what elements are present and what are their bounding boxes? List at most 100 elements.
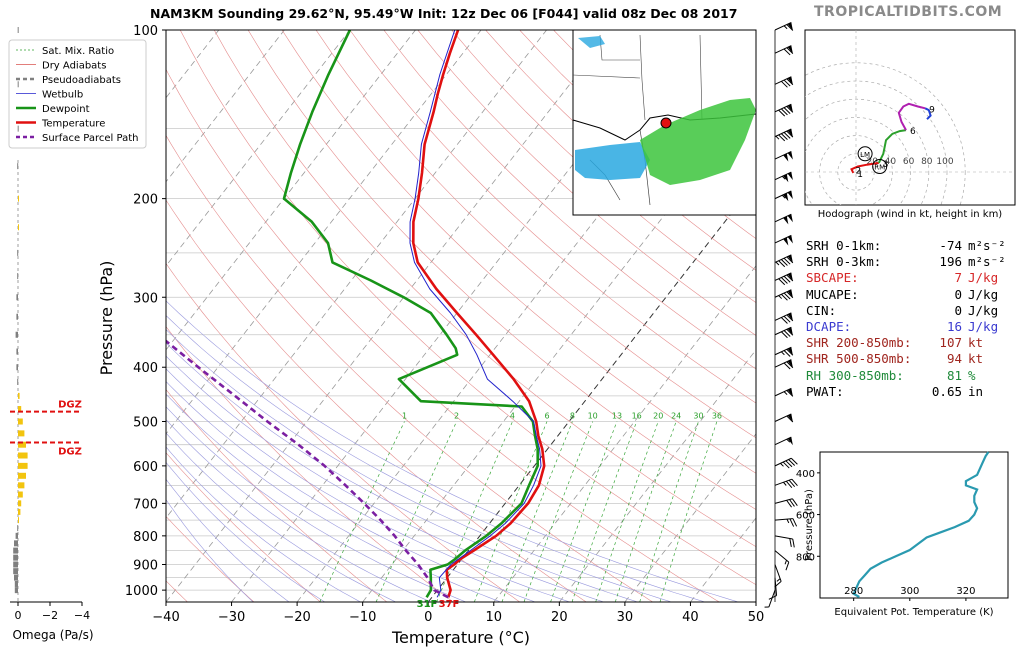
legend-label: Wetbulb xyxy=(42,90,83,101)
wind-barb xyxy=(774,76,794,88)
dry-adiabat-line xyxy=(485,30,756,271)
index-unit: J/kg xyxy=(968,302,999,318)
barb-full xyxy=(780,80,788,88)
hodograph-ring-label: 100 xyxy=(936,157,953,167)
barb-half xyxy=(780,462,784,467)
isotherm-line xyxy=(166,30,285,183)
surface-temperature-label: 37F xyxy=(439,599,460,610)
barb-full xyxy=(780,108,788,116)
index-number: 94 xyxy=(946,351,962,367)
index-row: PWAT: 0.65 in xyxy=(806,384,1020,400)
omega-tick-label: 0 xyxy=(15,609,22,622)
index-number: 0 xyxy=(954,286,962,302)
barb-full xyxy=(780,259,788,266)
dry-adiabat-line xyxy=(166,326,454,602)
hodograph-caption: Hodograph (wind in kt, height in km) xyxy=(818,209,1003,220)
wetbulb-line xyxy=(409,30,542,598)
index-number: 0.65 xyxy=(931,383,962,399)
barb-full xyxy=(785,460,793,468)
dry-adiabat-line xyxy=(166,516,255,602)
hodograph-ring-label: 20 xyxy=(866,157,878,167)
y-tick-label: 500 xyxy=(133,416,158,431)
wind-barb xyxy=(774,272,794,286)
barb-full xyxy=(786,314,794,322)
omega-bar xyxy=(14,574,18,581)
barb-flag xyxy=(787,347,793,356)
barb-half xyxy=(775,261,780,266)
dry-adiabat-line xyxy=(451,30,756,304)
mixing-ratio-line xyxy=(571,421,638,602)
pseudoadiabat-line xyxy=(166,368,570,602)
thetae-y-tick-label: 600 xyxy=(796,511,815,522)
dry-adiabat-line xyxy=(166,134,653,602)
barb-staff xyxy=(774,234,792,244)
thetae-frame xyxy=(819,451,1009,599)
index-unit: % xyxy=(968,367,976,383)
omega-bar xyxy=(18,224,19,231)
wind-barb xyxy=(774,21,794,31)
barb-full xyxy=(786,328,794,336)
barb-half xyxy=(781,175,786,180)
mixing-ratio-label: 30 xyxy=(693,412,703,421)
wind-barb xyxy=(774,346,794,357)
omega-bar xyxy=(16,313,18,320)
barb-full xyxy=(786,24,794,31)
x-tick-label: 30 xyxy=(617,610,634,625)
barb-full xyxy=(783,79,791,87)
index-row: CIN: 0 J/kg xyxy=(806,303,1020,319)
hodograph-trace xyxy=(924,107,932,120)
snow-shading xyxy=(578,36,605,48)
barb-full xyxy=(786,47,794,55)
mixing-ratio-line xyxy=(501,421,573,602)
barb-full xyxy=(783,257,791,265)
y-tick-label: 400 xyxy=(133,361,158,376)
hodograph-ring-label: 60 xyxy=(903,157,915,167)
index-label: SBCAPE: xyxy=(806,270,859,286)
pseudoadiabat-line xyxy=(166,499,254,602)
isotherm-line xyxy=(166,30,547,519)
pseudoadiabat-line xyxy=(166,432,396,602)
index-unit: in xyxy=(968,383,984,399)
wind-barb xyxy=(774,190,793,202)
wind-barb xyxy=(764,589,776,608)
isotherm-line xyxy=(166,30,351,267)
omega-bar xyxy=(18,462,28,469)
barb-flag xyxy=(783,153,789,162)
wind-barb xyxy=(774,535,795,548)
index-value: -74 m²s⁻² xyxy=(939,238,1020,254)
barb-flag xyxy=(787,235,793,244)
index-value: 196 m²s⁻² xyxy=(939,254,1020,270)
wind-barb xyxy=(774,387,794,397)
barb-flag xyxy=(787,359,793,368)
omega-bar xyxy=(17,273,19,280)
wind-barb xyxy=(774,254,794,268)
barb-flag xyxy=(787,272,793,281)
omega-bar xyxy=(18,195,19,202)
omega-bar xyxy=(15,532,18,539)
index-label: CIN: xyxy=(806,302,837,318)
mixing-ratio-label: 13 xyxy=(612,412,622,421)
chart-title: NAM3KM Sounding 29.62°N, 95.49°W Init: 1… xyxy=(150,6,738,21)
index-number: -74 xyxy=(939,238,962,253)
barb-full xyxy=(789,518,795,527)
barb-full xyxy=(783,275,791,283)
index-label: MUCAPE: xyxy=(806,286,859,302)
barb-full xyxy=(786,130,794,138)
isotherm-line xyxy=(166,30,416,351)
hodograph-height-label: 9 xyxy=(929,105,935,115)
mixing-ratio-label: 1 xyxy=(402,412,407,421)
index-label: SRH 0-1km: xyxy=(806,238,882,253)
wind-barb xyxy=(774,359,794,370)
mixing-ratio-label: 10 xyxy=(588,412,598,421)
barb-staff xyxy=(774,21,792,31)
x-axis-label: Temperature (°C) xyxy=(391,628,530,647)
index-row: SHR 500-850mb: 94 kt xyxy=(806,351,1020,367)
omega-bar xyxy=(18,406,22,413)
barb-full xyxy=(778,134,786,142)
wind-barb xyxy=(774,312,794,324)
hodograph-ring-label: 80 xyxy=(921,157,933,167)
barb-full xyxy=(786,499,792,508)
dry-adiabat-line xyxy=(349,30,756,404)
barb-half xyxy=(783,25,788,30)
barb-staff xyxy=(774,76,792,85)
